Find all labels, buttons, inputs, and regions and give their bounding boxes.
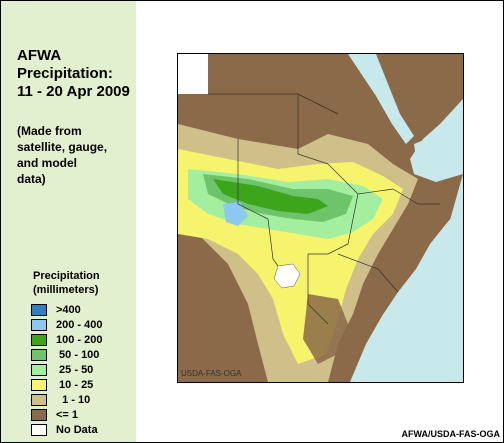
border-line [308, 193, 359, 255]
legend-item: 10 - 25 [31, 378, 135, 393]
legend-item: >400 [31, 303, 135, 318]
arabian-peninsula [378, 54, 463, 132]
note-line-3: and model [17, 156, 78, 170]
horn-dryland [400, 194, 440, 244]
border-line [392, 188, 440, 205]
map-canvas [178, 54, 463, 382]
info-panel: AFWA Precipitation: 11 - 20 Apr 2009 (Ma… [1, 1, 136, 442]
legend-label: >400 [56, 304, 81, 316]
no-data-region [178, 54, 208, 94]
legend-label: 100 - 200 [56, 334, 103, 346]
legend-swatch [31, 409, 47, 421]
legend-item: 50 - 100 [31, 348, 135, 363]
legend-swatch [31, 334, 47, 346]
legend-title: Precipitation (millimeters) [33, 269, 100, 297]
legend-item: <= 1 [31, 408, 135, 423]
country-borders [208, 93, 440, 325]
precip-100-200-band [213, 179, 328, 214]
legend-title-line-1: Precipitation [33, 270, 100, 282]
lake-victoria [273, 263, 301, 289]
legend-item: 25 - 50 [31, 363, 135, 378]
east-africa-dryland [303, 294, 348, 364]
border-line [307, 254, 329, 325]
map-watermark: USDA-FAS-OGA [181, 369, 242, 378]
title-line-1: AFWA [17, 47, 62, 64]
legend: >400 200 - 400 100 - 200 50 - 100 25 - 50 … [31, 303, 135, 438]
legend-label: 50 - 100 [56, 349, 100, 361]
credit-text: AFWA/USDA-FAS-OGA [401, 429, 501, 439]
red-sea [348, 54, 414, 144]
legend-label: No Data [56, 424, 98, 436]
note-line-1: (Made from [17, 124, 82, 138]
indian-ocean [353, 174, 463, 382]
data-source-note: (Made from satellite, gauge, and model d… [17, 123, 107, 187]
legend-label: 200 - 400 [56, 319, 103, 331]
note-line-4: data) [17, 172, 46, 186]
legend-swatch [31, 379, 47, 391]
border-line [237, 139, 269, 220]
legend-label: <= 1 [56, 409, 79, 421]
legend-swatch [31, 424, 47, 436]
legend-item: 200 - 400 [31, 318, 135, 333]
legend-swatch [31, 319, 47, 331]
legend-swatch [31, 394, 47, 406]
border-line [267, 218, 279, 267]
legend-title-line-2: (millimeters) [33, 284, 99, 296]
legend-swatch [31, 349, 47, 361]
legend-label: 10 - 25 [56, 379, 94, 391]
legend-item: 1 - 10 [31, 393, 135, 408]
precip-200-400-spot [223, 202, 248, 226]
border-line [297, 94, 329, 165]
legend-swatch [31, 304, 47, 316]
border-line [337, 253, 399, 293]
gulf-of-aden [414, 124, 463, 166]
legend-label: 25 - 50 [56, 364, 94, 376]
legend-item: No Data [31, 423, 135, 438]
map-title: AFWA Precipitation: 11 - 20 Apr 2009 [17, 47, 130, 101]
title-line-3: 11 - 20 Apr 2009 [17, 83, 130, 100]
precipitation-map: USDA-FAS-OGA [177, 53, 464, 383]
legend-swatch [31, 364, 47, 376]
legend-label: 1 - 10 [56, 394, 91, 406]
note-line-2: satellite, gauge, [17, 140, 108, 154]
title-line-2: Precipitation: [17, 65, 113, 82]
legend-item: 100 - 200 [31, 333, 135, 348]
